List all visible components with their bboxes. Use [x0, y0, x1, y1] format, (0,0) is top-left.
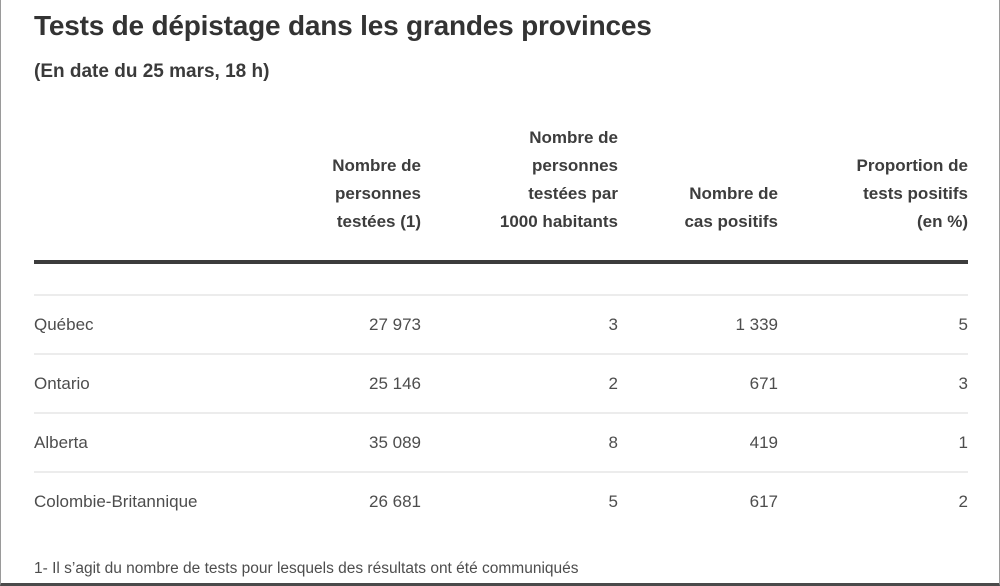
column-header-positive: Nombre de cas positifs [618, 120, 778, 264]
table-row: Colombie-Britannique 26 681 5 617 2 [34, 471, 968, 531]
page-subtitle: (En date du 25 mars, 18 h) [34, 61, 270, 82]
header-row: Nombre de personnes testées (1) Nombre d… [34, 120, 968, 264]
cell-province: Colombie-Britannique [34, 471, 254, 531]
cell-proportion: 2 [778, 471, 968, 531]
cell-tested: 26 681 [254, 471, 421, 531]
cell-positive: 671 [618, 353, 778, 413]
column-header-proportion: Proportion de tests positifs (en %) [778, 120, 968, 264]
cell-per1000: 2 [421, 353, 618, 413]
spacer-row [34, 262, 968, 295]
column-header-tested: Nombre de personnes testées (1) [254, 120, 421, 264]
column-header-per1000: Nombre de personnes testées par 1000 hab… [421, 120, 618, 264]
cell-province: Alberta [34, 412, 254, 472]
table-row: Alberta 35 089 8 419 1 [34, 412, 968, 472]
column-header-province [34, 120, 254, 264]
cell-per1000: 8 [421, 412, 618, 472]
cell-positive: 419 [618, 412, 778, 472]
footnote: 1- Il s’agit du nombre de tests pour les… [34, 560, 579, 577]
table-row: Québec 27 973 3 1 339 5 [34, 294, 968, 354]
page-title: Tests de dépistage dans les grandes prov… [34, 10, 652, 41]
cell-per1000: 3 [421, 294, 618, 354]
cell-tested: 27 973 [254, 294, 421, 354]
cell-tested: 35 089 [254, 412, 421, 472]
cell-province: Ontario [34, 353, 254, 413]
cell-positive: 617 [618, 471, 778, 531]
cell-positive: 1 339 [618, 294, 778, 354]
cell-proportion: 3 [778, 353, 968, 413]
cell-province: Québec [34, 294, 254, 354]
data-table: Nombre de personnes testées (1) Nombre d… [34, 120, 968, 531]
cell-per1000: 5 [421, 471, 618, 531]
table-row: Ontario 25 146 2 671 3 [34, 353, 968, 413]
cell-proportion: 5 [778, 294, 968, 354]
table-body: Québec 27 973 3 1 339 5 Ontario 25 146 2 671 3 Alb… [34, 262, 968, 531]
cell-proportion: 1 [778, 412, 968, 472]
cell-tested: 25 146 [254, 353, 421, 413]
